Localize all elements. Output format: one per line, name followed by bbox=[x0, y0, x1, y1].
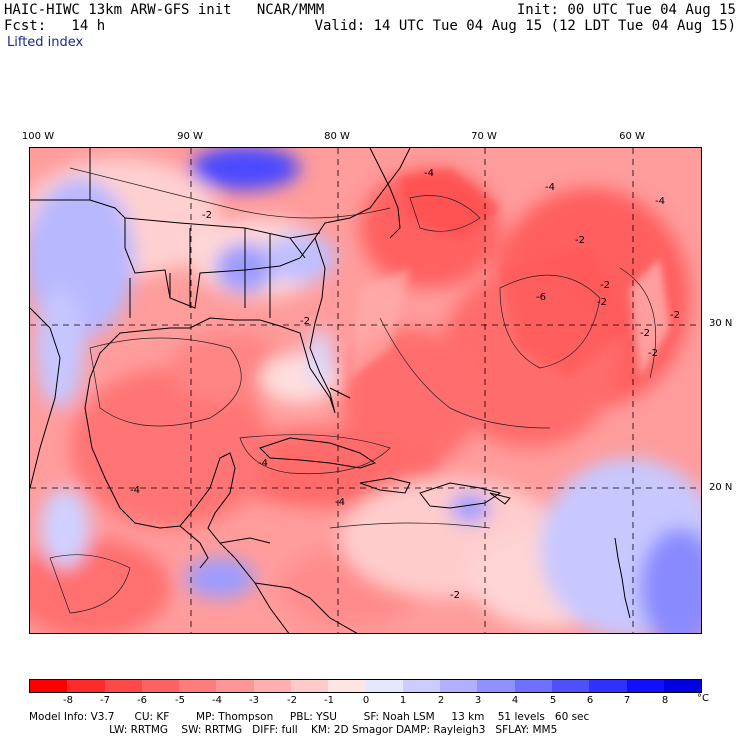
colorbar-tick: 3 bbox=[474, 695, 482, 706]
colorbar-tick: 5 bbox=[549, 695, 557, 706]
contour-label: -4 bbox=[258, 458, 268, 469]
colorbar-unit: °C bbox=[697, 693, 709, 704]
contour-label: -4 bbox=[655, 196, 665, 207]
contour-label: -2 bbox=[300, 316, 310, 327]
lat-label-30n: 30 N bbox=[709, 318, 733, 329]
contour-label: -2 bbox=[575, 235, 585, 246]
colorbar-tick: 7 bbox=[623, 695, 631, 706]
contour-label: -2 bbox=[670, 310, 680, 321]
colorbar-swatch bbox=[663, 680, 702, 692]
field-name: Lifted index bbox=[7, 35, 84, 50]
contour-label-group: -4 -2 -2 -4 -6 -2 -2 -4 -2 -4 -4 -2 -2 -… bbox=[130, 168, 680, 601]
colorbar-tick: 8 bbox=[661, 695, 669, 706]
colorbar-tick: 0 bbox=[362, 695, 370, 706]
colorbar-swatch bbox=[67, 680, 105, 692]
coastlines-and-borders bbox=[30, 148, 631, 633]
colorbar-swatch bbox=[328, 680, 366, 692]
colorbar-tick: -4 bbox=[212, 695, 222, 706]
lat-lon-grid bbox=[30, 148, 701, 633]
colorbar-swatch bbox=[589, 680, 627, 692]
contour-label: -2 bbox=[640, 328, 650, 339]
lat-label-20n: 20 N bbox=[709, 482, 733, 493]
forecast-hour: Fcst: 14 h bbox=[4, 18, 106, 34]
init-time: Init: 00 UTC Tue 04 Aug 15 bbox=[516, 2, 736, 18]
colorbar-swatch bbox=[551, 680, 590, 692]
contour-label: -2 bbox=[600, 280, 610, 291]
colorbar-swatch bbox=[365, 680, 403, 692]
lifted-index-shading bbox=[30, 148, 701, 633]
colorbar-swatch bbox=[626, 680, 664, 692]
contour-label: -4 bbox=[335, 497, 345, 508]
lifted-index-map: -4 -2 -2 -4 -6 -2 -2 -4 -2 -4 -4 -2 -2 -… bbox=[29, 147, 702, 634]
colorbar-tick: -3 bbox=[249, 695, 259, 706]
colorbar-tick: -6 bbox=[137, 695, 147, 706]
lon-label-100w: 100 W bbox=[21, 131, 55, 142]
lon-label-90w: 90 W bbox=[177, 131, 203, 142]
contour-label: -4 bbox=[130, 485, 140, 496]
colorbar-swatch bbox=[216, 680, 254, 692]
fine-structure bbox=[350, 168, 670, 378]
lon-label-60w: 60 W bbox=[619, 131, 645, 142]
colorbar-swatch bbox=[179, 680, 217, 692]
contour-label: -6 bbox=[536, 292, 546, 303]
colorbar-swatch bbox=[290, 680, 329, 692]
colorbar-tick: 2 bbox=[437, 695, 445, 706]
map-canvas: -4 -2 -2 -4 -6 -2 -2 -4 -2 -4 -4 -2 -2 -… bbox=[30, 148, 701, 633]
colorbar-tick: -8 bbox=[63, 695, 73, 706]
colorbar-tick: 1 bbox=[399, 695, 407, 706]
plot-title: HAIC-HIWC 13km ARW-GFS init NCAR/MMM bbox=[4, 2, 325, 18]
model-info-line2: LW: RRTMG SW: RRTMG DIFF: full KM: 2D Sm… bbox=[29, 724, 558, 736]
colorbar-tick: 6 bbox=[586, 695, 594, 706]
colorbar bbox=[29, 679, 702, 693]
colorbar-swatch bbox=[477, 680, 515, 692]
contour-label: -2 bbox=[597, 297, 607, 308]
model-info-line1: Model Info: V3.7 CU: KF MP: Thompson PBL… bbox=[29, 711, 590, 723]
colorbar-tick: -5 bbox=[175, 695, 185, 706]
contour-label: -4 bbox=[545, 182, 555, 193]
contour-label: -4 bbox=[424, 168, 434, 179]
colorbar-swatch bbox=[141, 680, 180, 692]
colorbar-tick: 4 bbox=[511, 695, 519, 706]
colorbar-swatch bbox=[402, 680, 441, 692]
colorbar-tick: -2 bbox=[287, 695, 297, 706]
colorbar-swatch bbox=[30, 680, 68, 692]
colorbar-swatch bbox=[440, 680, 478, 692]
colorbar-tick: -7 bbox=[100, 695, 110, 706]
contour-label: -2 bbox=[450, 590, 460, 601]
contour-lines bbox=[49, 167, 656, 614]
lon-label-70w: 70 W bbox=[471, 131, 497, 142]
contour-label: -2 bbox=[202, 210, 212, 221]
colorbar-tick: -1 bbox=[324, 695, 334, 706]
colorbar-swatch bbox=[514, 680, 552, 692]
lon-label-80w: 80 W bbox=[324, 131, 350, 142]
valid-time: Valid: 14 UTC Tue 04 Aug 15 (12 LDT Tue … bbox=[314, 18, 736, 34]
colorbar-swatch bbox=[253, 680, 291, 692]
contour-label: -2 bbox=[648, 348, 658, 359]
colorbar-swatch bbox=[104, 680, 142, 692]
